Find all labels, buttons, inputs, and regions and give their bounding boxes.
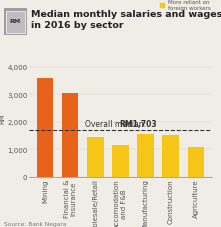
Bar: [188, 147, 204, 177]
Text: Source: Bank Negara: Source: Bank Negara: [4, 221, 67, 226]
Bar: [62, 93, 78, 177]
Bar: [87, 137, 103, 177]
Bar: [112, 146, 129, 177]
Text: RM1,703: RM1,703: [119, 119, 156, 128]
Legend: More reliant on
foreign workers: More reliant on foreign workers: [160, 0, 211, 11]
Text: RM: RM: [10, 19, 21, 24]
Bar: [37, 78, 53, 177]
Bar: [137, 135, 154, 177]
Y-axis label: RM: RM: [0, 113, 6, 123]
Text: Overall median:: Overall median:: [85, 119, 149, 128]
FancyBboxPatch shape: [6, 12, 25, 34]
Bar: [162, 136, 179, 177]
Text: Median monthly salaries and wages
in 2016 by sector: Median monthly salaries and wages in 201…: [31, 10, 221, 30]
